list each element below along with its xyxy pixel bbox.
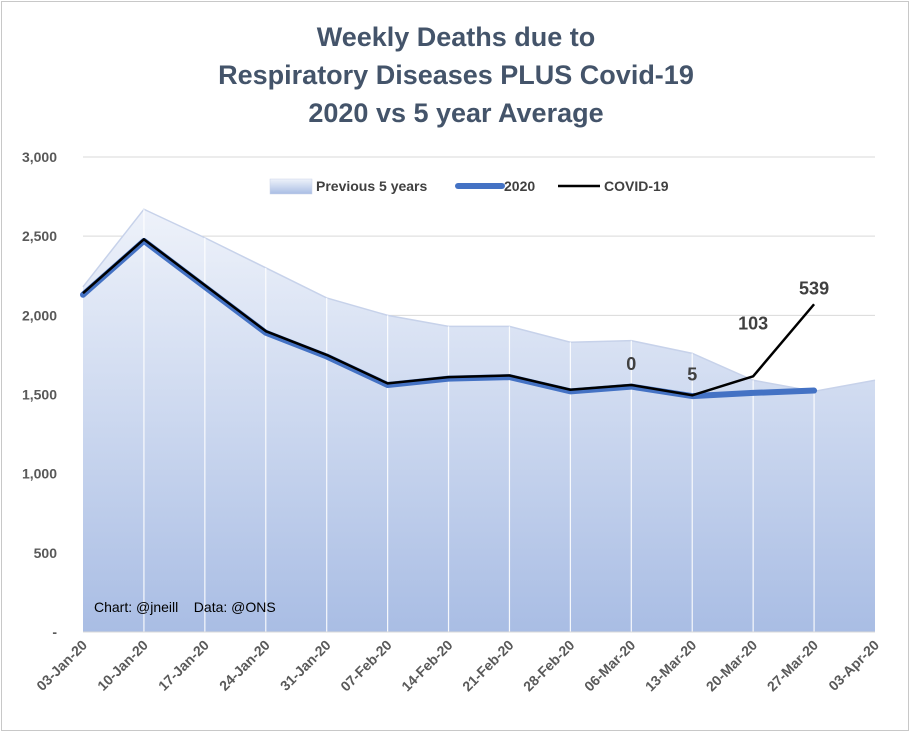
legend-label-2020: 2020 <box>504 178 535 194</box>
y-tick-label-0: - <box>52 624 57 640</box>
x-tick-label-17-Jan-20: 17-Jan-20 <box>155 637 212 694</box>
legend: Previous 5 years 2020 COVID-19 <box>269 178 669 195</box>
x-tick-label-07-Feb-20: 07-Feb-20 <box>337 637 395 695</box>
x-tick-label-24-Jan-20: 24-Jan-20 <box>216 637 273 694</box>
previous-5-years-fill <box>83 209 875 632</box>
y-tick-label-2000: 2,000 <box>22 307 57 323</box>
x-tick-label-21-Feb-20: 21-Feb-20 <box>459 637 517 695</box>
y-tick-label-500: 500 <box>34 545 58 561</box>
legend-swatch-previous <box>269 178 313 195</box>
data-label-5: 5 <box>687 364 697 384</box>
title-line-1: Weekly Deaths due to <box>316 22 596 52</box>
y-tick-label-3000: 3,000 <box>22 149 57 165</box>
x-tick-label-20-Mar-20: 20-Mar-20 <box>703 637 761 695</box>
title-line-3: 2020 vs 5 year Average <box>308 98 604 128</box>
chart-title: Weekly Deaths due to Respiratory Disease… <box>0 18 912 132</box>
series-covid-line <box>82 238 816 397</box>
y-tick-label-1000: 1,000 <box>22 466 57 482</box>
y-tick-label-2500: 2,500 <box>22 228 57 244</box>
data-label-103: 103 <box>738 313 768 333</box>
data-label-0: 0 <box>626 354 636 374</box>
title-line-2: Respiratory Diseases PLUS Covid-19 <box>218 60 694 90</box>
previous-5-years-area <box>82 208 876 632</box>
x-tick-label-03-Apr-20: 03-Apr-20 <box>825 637 882 694</box>
y-axis: - 500 1,000 1,500 2,000 2,500 3,000 <box>22 149 57 640</box>
x-tick-label-31-Jan-20: 31-Jan-20 <box>277 637 334 694</box>
chart-credit: Chart: @jneill Data: @ONS <box>94 599 276 615</box>
legend-label-previous: Previous 5 years <box>316 178 428 194</box>
x-tick-label-27-Mar-20: 27-Mar-20 <box>764 637 822 695</box>
x-tick-label-13-Mar-20: 13-Mar-20 <box>642 637 700 695</box>
data-labels: 0 5 103 539 <box>626 278 829 384</box>
x-axis: 03-Jan-20 10-Jan-20 17-Jan-20 24-Jan-20 31-J… <box>33 631 882 695</box>
series-lines <box>80 237 818 400</box>
x-tick-label-14-Feb-20: 14-Feb-20 <box>398 637 456 695</box>
y-tick-label-1500: 1,500 <box>22 387 57 403</box>
previous-5-years-outline <box>82 208 876 393</box>
x-tick-label-28-Feb-20: 28-Feb-20 <box>520 637 578 695</box>
x-tick-label-10-Jan-20: 10-Jan-20 <box>94 637 151 694</box>
x-tick-label-06-Mar-20: 06-Mar-20 <box>581 637 639 695</box>
x-tick-label-03-Jan-20: 03-Jan-20 <box>33 637 90 694</box>
legend-label-covid: COVID-19 <box>604 178 669 194</box>
data-label-539: 539 <box>799 278 829 298</box>
